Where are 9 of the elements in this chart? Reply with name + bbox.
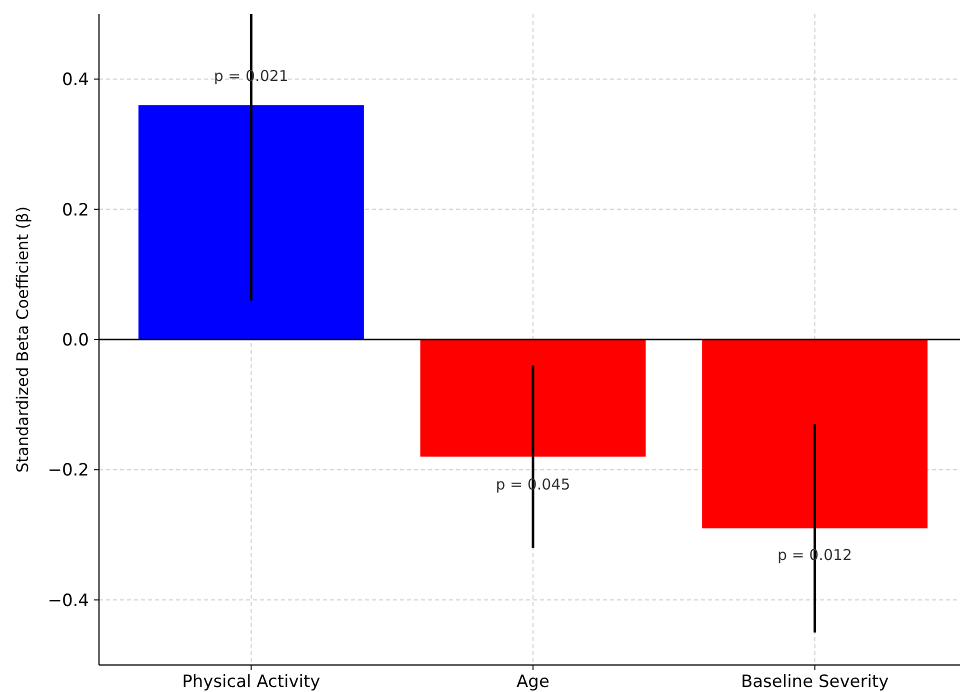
y-tick-label: 0.2 — [62, 200, 89, 220]
x-tick-label: Age — [516, 672, 550, 692]
y-axis-title: Standardized Beta Coefficient (β) — [13, 206, 32, 473]
x-tick-label: Baseline Severity — [740, 672, 889, 692]
y-tick-label: −0.4 — [48, 590, 89, 611]
x-tick-label: Physical Activity — [182, 672, 320, 692]
y-tick-label: 0.4 — [62, 70, 89, 90]
y-tick-label: −0.2 — [48, 460, 89, 481]
y-tick-label: 0.0 — [62, 330, 89, 350]
